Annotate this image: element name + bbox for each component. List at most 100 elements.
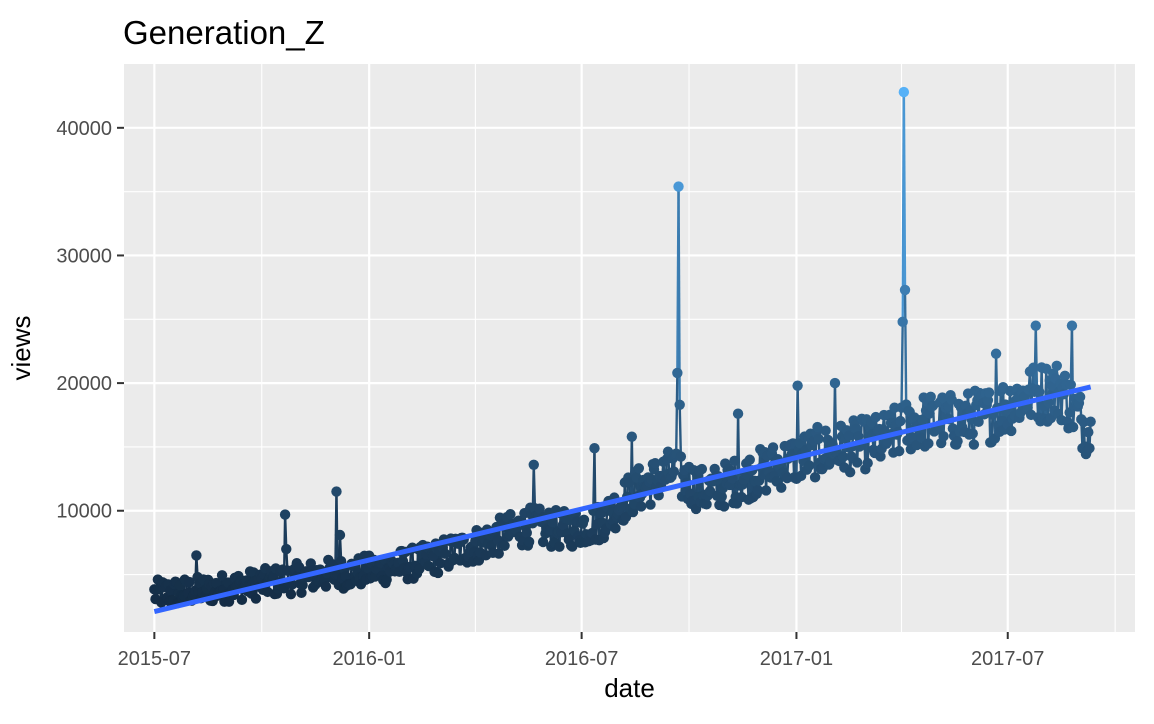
data-point — [862, 457, 873, 469]
data-point — [1074, 391, 1086, 403]
data-point — [844, 467, 856, 478]
data-point — [523, 536, 535, 548]
data-point — [616, 500, 627, 512]
data-point — [668, 466, 680, 477]
data-point — [870, 411, 882, 423]
data-point — [911, 439, 922, 451]
data-point — [537, 536, 549, 548]
series-segment — [1034, 325, 1039, 390]
data-point — [767, 442, 779, 453]
data-point — [916, 432, 927, 443]
trend-line — [153, 384, 1092, 615]
y-axis-title: views — [6, 315, 36, 380]
series-segment — [902, 92, 907, 290]
data-point — [296, 587, 307, 599]
data-point — [554, 541, 565, 552]
data-point — [776, 482, 787, 493]
data-point — [320, 581, 332, 592]
data-point — [1006, 425, 1017, 437]
data-point — [649, 458, 661, 469]
data-point — [1028, 362, 1039, 373]
data-point — [899, 284, 911, 296]
data-point — [528, 459, 539, 470]
data-point — [1030, 320, 1041, 331]
x-tick-label: 2017-01 — [760, 648, 833, 670]
data-point — [610, 523, 621, 534]
grid-major — [124, 64, 1135, 632]
data-point — [381, 574, 392, 585]
x-tick-label: 2015-07 — [118, 648, 191, 670]
data-point — [898, 86, 910, 98]
x-tick-label: 2016-01 — [332, 648, 405, 670]
data-point — [184, 576, 195, 588]
data-point — [893, 445, 905, 457]
data-point — [211, 577, 222, 589]
data-point — [952, 435, 963, 447]
data-point — [718, 501, 730, 512]
data-point — [547, 516, 558, 528]
data-point — [760, 485, 772, 496]
data-point — [744, 454, 755, 465]
data-point — [875, 451, 886, 462]
data-point — [792, 380, 803, 391]
data-point — [716, 491, 727, 503]
data-point — [672, 367, 683, 379]
data-point — [567, 541, 578, 552]
series-segment — [900, 321, 904, 408]
data-point — [804, 460, 815, 471]
data-point — [813, 433, 824, 444]
data-point — [673, 181, 684, 192]
plot-panel — [124, 64, 1135, 632]
data-point — [1067, 421, 1079, 433]
data-point — [432, 567, 444, 579]
data-point — [1085, 416, 1096, 427]
data-point — [578, 514, 590, 525]
series-segment — [903, 289, 908, 405]
data-point — [906, 431, 918, 443]
data-point — [1066, 320, 1078, 331]
data-point — [1084, 442, 1095, 454]
data-point — [439, 548, 451, 559]
data-point — [297, 579, 308, 591]
trend-layer — [153, 384, 1092, 615]
series-segment — [994, 353, 999, 408]
data-point — [675, 451, 687, 462]
data-point — [837, 451, 849, 463]
y-axis: 10000 20000 30000 40000 — [56, 118, 124, 523]
data-point — [286, 579, 298, 590]
series-segment — [532, 464, 537, 509]
y-tick-label: 10000 — [56, 501, 112, 523]
x-axis-title: date — [604, 673, 655, 703]
data-point — [1065, 379, 1076, 391]
data-point — [982, 395, 994, 406]
data-point — [973, 416, 984, 428]
y-tick-label: 30000 — [56, 245, 112, 267]
data-point — [967, 428, 978, 439]
data-point — [331, 486, 342, 497]
data-point — [250, 593, 262, 604]
data-point — [635, 501, 647, 512]
y-tick-label: 40000 — [56, 118, 112, 140]
data-point — [645, 499, 656, 510]
data-point — [938, 431, 949, 442]
data-point — [732, 408, 744, 419]
data-point — [729, 455, 740, 467]
data-point — [534, 503, 545, 514]
series-segment — [736, 413, 741, 486]
data-point — [236, 594, 248, 606]
data-point — [923, 438, 934, 449]
chart-title: Generation_Z — [123, 14, 325, 51]
data-point — [752, 485, 764, 496]
series-segment — [675, 372, 679, 454]
data-point — [191, 550, 202, 561]
data-point — [505, 509, 516, 520]
data-point — [843, 430, 855, 441]
data-point — [493, 548, 504, 559]
data-point — [895, 415, 906, 427]
x-tick-label: 2017-07 — [971, 648, 1044, 670]
points-layer — [149, 86, 1096, 609]
data-point — [809, 472, 821, 483]
x-axis: 2015-07 2016-01 2016-07 2017-01 2017-07 — [118, 632, 1044, 670]
series-segment — [283, 514, 288, 550]
